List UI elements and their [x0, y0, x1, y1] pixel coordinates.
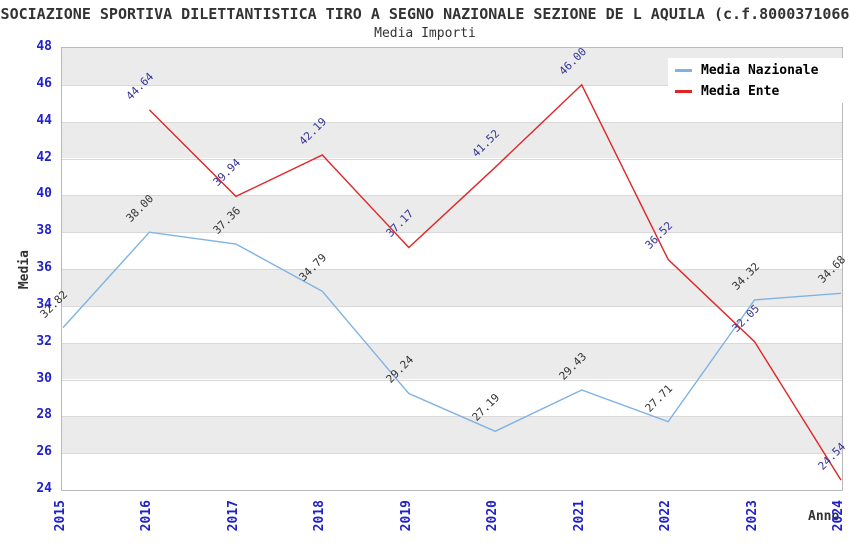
legend-item-media-ente: Media Ente — [675, 84, 846, 99]
grid-line — [62, 343, 842, 344]
grid-line — [62, 453, 842, 454]
legend-item-media-nazionale: Media Nazionale — [675, 63, 846, 78]
grid-band — [62, 416, 842, 454]
x-tick-label: 2024 — [831, 500, 846, 532]
grid-line — [62, 416, 842, 417]
grid-line — [62, 269, 842, 270]
chart-title-wrap: ASSOCIAZIONE SPORTIVA DILETTANTISTICA TI… — [0, 5, 850, 24]
plot-area — [61, 47, 843, 491]
y-tick-label: 44 — [36, 112, 52, 128]
y-tick-label: 46 — [36, 75, 52, 91]
y-tick-label: 42 — [36, 149, 52, 165]
x-axis-title: Anno — [808, 509, 840, 524]
grid-line — [62, 85, 842, 86]
x-tick-label: 2020 — [485, 500, 501, 532]
series-line-media-ente — [148, 83, 842, 481]
y-tick-label: 38 — [36, 223, 52, 239]
x-tick-label: 2015 — [53, 500, 68, 532]
x-tick-label: 2017 — [225, 500, 241, 532]
y-tick-label: 24 — [36, 481, 52, 496]
chart-subtitle: Media Importi — [374, 26, 476, 41]
y-tick-label: 34 — [36, 296, 52, 312]
x-tick-label: 2019 — [398, 500, 414, 532]
media-ente-line-swatch-icon — [675, 89, 692, 93]
legend: Media Nazionale Media Ente — [668, 58, 846, 103]
media-nazionale-line-swatch-icon — [675, 68, 692, 72]
x-tick-label: 2022 — [658, 500, 674, 532]
grid-band — [62, 269, 842, 306]
grid-line — [62, 380, 842, 381]
y-tick-label: 32 — [36, 333, 52, 349]
legend-label-media-ente: Media Ente — [701, 83, 780, 99]
y-tick-label: 30 — [36, 370, 52, 386]
chart-title: ASSOCIAZIONE SPORTIVA DILETTANTISTICA TI… — [0, 5, 850, 23]
legend-label-media-nazionale: Media Nazionale — [701, 62, 819, 78]
x-tick-label: 2018 — [312, 500, 328, 532]
grid-line — [62, 195, 842, 196]
grid-line — [62, 159, 842, 160]
y-tick-label: 40 — [36, 186, 52, 202]
x-tick-label: 2021 — [571, 500, 587, 532]
series-line-media-nazionale — [62, 231, 842, 433]
y-tick-label: 48 — [36, 39, 52, 54]
series-lines — [62, 83, 842, 481]
x-tick-label: 2023 — [744, 500, 760, 532]
grid-line — [62, 232, 842, 233]
grid-line — [62, 122, 842, 123]
x-tick-label: 2016 — [139, 500, 155, 532]
y-tick-label: 26 — [36, 444, 52, 460]
y-tick-label: 36 — [36, 260, 52, 275]
grid-band — [62, 195, 842, 233]
y-tick-label: 28 — [36, 407, 52, 423]
grid-line — [62, 306, 842, 307]
